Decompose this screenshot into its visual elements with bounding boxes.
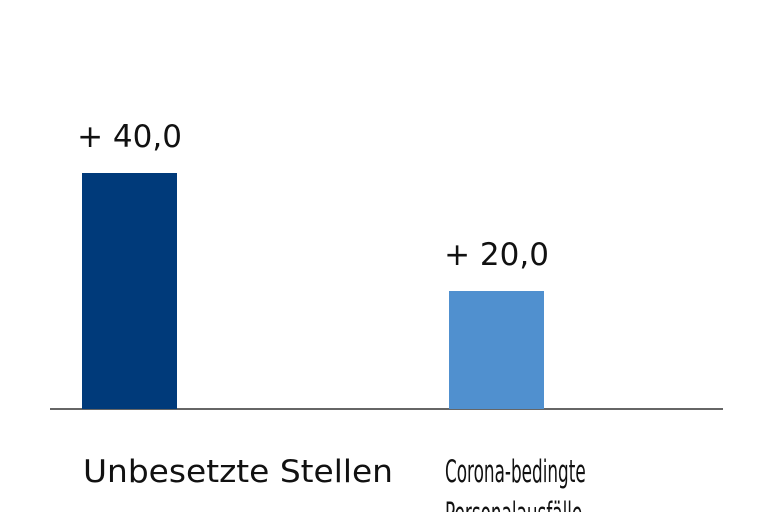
category-label-1: Unbesetzte Stellen bbox=[83, 454, 393, 490]
category-label-2-line-2: Personalausfälle bbox=[445, 496, 582, 512]
data-label-2: + 20,0 bbox=[444, 237, 549, 273]
data-label-1: + 40,0 bbox=[77, 119, 182, 155]
bar-1 bbox=[82, 173, 177, 409]
category-label-1-line-1: Unbesetzte Stellen bbox=[83, 454, 393, 490]
category-label-2-line-1: Corona-bedingte bbox=[445, 454, 586, 490]
bar-2 bbox=[449, 291, 544, 409]
category-label-2: Corona-bedingte Personalausfälle bbox=[445, 454, 586, 512]
